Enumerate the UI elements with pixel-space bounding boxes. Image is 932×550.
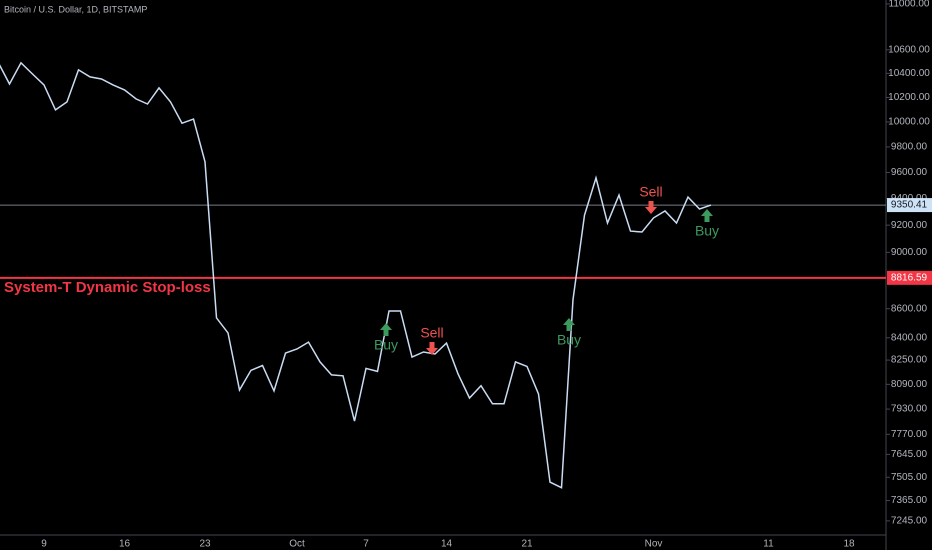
x-tick-label: 7 [363, 539, 369, 550]
y-tick-label: 9200.00 [891, 220, 928, 231]
signal-label: Buy [695, 223, 719, 239]
y-tick-label: 10000.00 [888, 117, 930, 128]
y-tick-label: 7645.00 [891, 449, 928, 460]
x-tick-label: 16 [119, 539, 131, 550]
signal-arrow [426, 342, 438, 355]
price-line-label: System-T Dynamic Stop-loss [4, 279, 211, 296]
x-tick-label: Oct [289, 539, 305, 550]
signal-label: Buy [374, 337, 398, 353]
x-tick-label: 23 [199, 539, 211, 550]
y-tick-label: 9600.00 [891, 167, 928, 178]
x-tick-label: 21 [521, 539, 533, 550]
signal-arrow [380, 323, 392, 336]
signal-label: Buy [557, 332, 581, 348]
x-tick-label: 11 [763, 539, 774, 550]
y-tick-label: 7770.00 [891, 429, 928, 440]
y-tick-label: 7505.00 [891, 472, 928, 483]
y-tick-label: 7365.00 [891, 495, 928, 506]
y-tick-label: 10600.00 [888, 44, 930, 55]
y-tick-label: 7245.00 [891, 516, 928, 527]
x-tick-label: Nov [645, 539, 663, 550]
signal-label: Sell [420, 325, 443, 341]
signal-arrow [645, 201, 657, 214]
price-badge [887, 270, 932, 285]
signal-arrow [563, 318, 575, 331]
y-tick-label: 9800.00 [891, 142, 928, 153]
y-tick-label: 8090.00 [891, 379, 928, 390]
signal-arrow [701, 209, 713, 222]
y-tick-label: 7930.00 [891, 404, 928, 415]
y-tick-label: 10400.00 [888, 68, 930, 79]
x-tick-label: 18 [843, 539, 855, 550]
price-badge-label: 9350.41 [891, 200, 928, 211]
price-line-series [0, 61, 712, 489]
y-tick-label: 10200.00 [888, 92, 930, 103]
price-badge [887, 198, 932, 213]
x-tick-label: 14 [441, 539, 453, 550]
chart-title: Bitcoin / U.S. Dollar, 1D, BITSTAMP [4, 4, 147, 14]
x-tick-label: 9 [41, 539, 47, 550]
y-tick-label: 8250.00 [891, 355, 928, 366]
price-badge-label: 8816.59 [891, 272, 928, 283]
y-tick-label: 11000.00 [889, 0, 930, 10]
y-tick-label: 8400.00 [891, 332, 928, 343]
y-tick-label: 9000.00 [891, 247, 928, 258]
signal-label: Sell [639, 184, 662, 200]
y-tick-label: 8600.00 [891, 303, 928, 314]
